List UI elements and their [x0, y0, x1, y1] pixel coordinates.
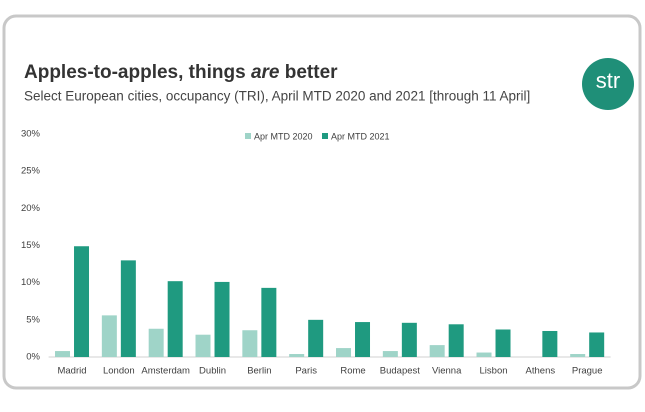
bar	[242, 330, 258, 357]
x-tick-label: Dublin	[199, 366, 226, 377]
bar	[55, 351, 71, 357]
x-tick-label: Lisbon	[480, 366, 508, 377]
bar	[429, 345, 445, 357]
x-tick-label: Vienna	[432, 366, 462, 377]
bar	[495, 329, 511, 357]
y-tick-label: 5%	[26, 314, 40, 325]
y-tick-label: 0%	[26, 352, 40, 363]
bar	[355, 322, 371, 357]
y-tick-label: 10%	[21, 277, 41, 288]
y-tick-label: 20%	[21, 203, 41, 214]
legend-swatch	[245, 133, 251, 139]
x-tick-label: Paris	[295, 366, 317, 377]
bar	[542, 330, 558, 357]
card-frame	[2, 14, 642, 390]
y-tick-label: 30%	[21, 129, 41, 140]
bar	[289, 354, 305, 357]
x-tick-label: London	[103, 366, 135, 377]
bar	[214, 281, 230, 357]
bar	[401, 322, 417, 357]
bar	[308, 319, 324, 357]
bar	[570, 354, 586, 357]
x-tick-label: Athens	[526, 366, 556, 377]
bar	[101, 315, 117, 357]
legend-swatch	[322, 133, 328, 139]
bar	[336, 348, 352, 357]
legend-label: Apr MTD 2021	[331, 131, 390, 141]
title-part: Apples-to-apples, things	[24, 62, 251, 83]
x-tick-label: Madrid	[57, 366, 86, 377]
bar	[195, 334, 211, 357]
y-tick-label: 25%	[21, 166, 41, 177]
bar	[148, 328, 164, 357]
logo-circle	[582, 58, 634, 110]
chart-subtitle: Select European cities, occupancy (TRI),…	[24, 89, 530, 104]
title-part: better	[279, 62, 338, 83]
x-tick-label: Prague	[572, 366, 603, 377]
title-part: are	[251, 62, 280, 83]
x-tick-label: Berlin	[247, 366, 271, 377]
chart-title: Apples-to-apples, things are better	[24, 62, 338, 83]
y-tick-label: 15%	[21, 240, 41, 251]
bar	[120, 260, 136, 357]
x-tick-label: Amsterdam	[141, 366, 190, 377]
bar	[167, 281, 183, 357]
logo-text: str	[596, 68, 620, 93]
bar	[476, 352, 492, 357]
bar	[74, 246, 90, 357]
x-tick-label: Budapest	[380, 366, 421, 377]
bar	[448, 324, 464, 357]
legend-label: Apr MTD 2020	[254, 131, 313, 141]
bar	[382, 351, 398, 357]
x-tick-label: Rome	[340, 366, 365, 377]
bar	[261, 287, 277, 357]
bar	[589, 332, 605, 357]
